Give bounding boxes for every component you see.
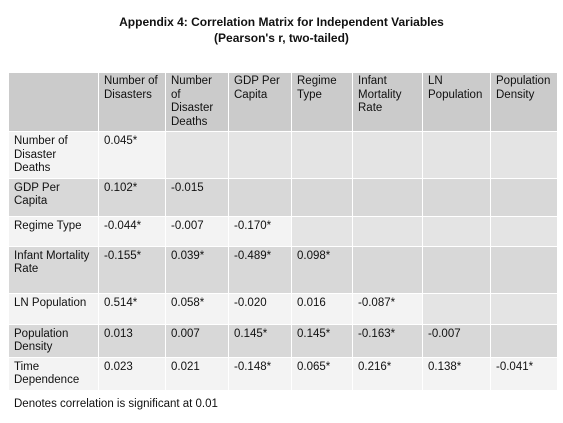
cell-value: -0.041* xyxy=(490,356,558,391)
empty-cell xyxy=(352,215,423,247)
cell-value: 0.216* xyxy=(352,356,423,391)
table-row: LN Population 0.514* 0.058* -0.020 0.016 -0.0… xyxy=(8,292,558,325)
empty-cell xyxy=(228,177,292,217)
cell-value: -0.015 xyxy=(165,177,229,217)
column-header: Regime Type xyxy=(291,72,353,132)
row-label: Infant Mortality Rate xyxy=(8,245,99,294)
cell-value: -0.155* xyxy=(98,245,166,294)
table-row: Infant Mortality Rate -0.155* 0.039* -0.489… xyxy=(8,245,558,294)
empty-cell xyxy=(422,292,491,325)
cell-value: 0.065* xyxy=(291,356,353,391)
header-row: Number of Disasters Number of Disaster De… xyxy=(8,72,558,132)
row-label: LN Population xyxy=(8,292,99,325)
cell-value: 0.138* xyxy=(422,356,491,391)
empty-cell xyxy=(490,245,558,294)
empty-cell xyxy=(228,131,292,179)
footnote: Denotes correlation is significant at 0.… xyxy=(14,398,218,410)
cell-value: 0.021 xyxy=(165,356,229,391)
cell-value: 0.058* xyxy=(165,292,229,325)
cell-value: 0.007 xyxy=(165,323,229,358)
cell-value: 0.013 xyxy=(98,323,166,358)
empty-cell xyxy=(291,215,353,247)
title: Appendix 4: Correlation Matrix for Indep… xyxy=(119,15,444,29)
empty-cell xyxy=(352,131,423,179)
cell-value: 0.098* xyxy=(291,245,353,294)
cell-value: -0.170* xyxy=(228,215,292,247)
column-header: Infant Mortality Rate xyxy=(352,72,423,132)
column-header: GDP Per Capita xyxy=(228,72,292,132)
cell-value: -0.007 xyxy=(422,323,491,358)
row-label: Time Dependence xyxy=(8,356,99,391)
cell-value: 0.514* xyxy=(98,292,166,325)
table-row: Number of Disaster Deaths 0.045* xyxy=(8,131,558,179)
correlation-table: Number of Disasters Number of Disaster De… xyxy=(8,72,558,391)
cell-value: 0.045* xyxy=(98,131,166,179)
empty-cell xyxy=(422,215,491,247)
table-row: Time Dependence 0.023 0.021 -0.148* 0.065* 0.… xyxy=(8,356,558,391)
cell-value: -0.148* xyxy=(228,356,292,391)
empty-cell xyxy=(422,245,491,294)
table-row: Regime Type -0.044* -0.007 -0.170* xyxy=(8,215,558,247)
empty-cell xyxy=(291,131,353,179)
empty-cell xyxy=(165,131,229,179)
cell-value: -0.007 xyxy=(165,215,229,247)
cell-value: 0.102* xyxy=(98,177,166,217)
cell-value: 0.016 xyxy=(291,292,353,325)
empty-cell xyxy=(291,177,353,217)
column-header: Population Density xyxy=(490,72,558,132)
cell-value: 0.145* xyxy=(291,323,353,358)
cell-value: -0.087* xyxy=(352,292,423,325)
corner-cell xyxy=(8,72,99,132)
cell-value: -0.489* xyxy=(228,245,292,294)
empty-cell xyxy=(422,131,491,179)
row-label: GDP Per Capita xyxy=(8,177,99,217)
cell-value: -0.020 xyxy=(228,292,292,325)
column-header: LN Population xyxy=(422,72,491,132)
table-body: Number of Disaster Deaths 0.045* GDP Per C… xyxy=(8,131,558,391)
cell-value: -0.163* xyxy=(352,323,423,358)
row-label: Number of Disaster Deaths xyxy=(8,131,99,179)
column-header: Number of Disaster Deaths xyxy=(165,72,229,132)
empty-cell xyxy=(490,323,558,358)
cell-value: 0.145* xyxy=(228,323,292,358)
cell-value: 0.023 xyxy=(98,356,166,391)
column-header: Number of Disasters xyxy=(98,72,166,132)
empty-cell xyxy=(490,177,558,217)
cell-value: -0.044* xyxy=(98,215,166,247)
table-row: Population Density 0.013 0.007 0.145* 0.145*… xyxy=(8,323,558,358)
cell-value: 0.039* xyxy=(165,245,229,294)
row-label: Regime Type xyxy=(8,215,99,247)
empty-cell xyxy=(352,177,423,217)
empty-cell xyxy=(490,215,558,247)
title-block: Appendix 4: Correlation Matrix for Indep… xyxy=(0,14,563,46)
row-label: Population Density xyxy=(8,323,99,358)
subtitle: (Pearson's r, two-tailed) xyxy=(214,31,349,45)
empty-cell xyxy=(422,177,491,217)
table-row: GDP Per Capita 0.102* -0.015 xyxy=(8,177,558,217)
empty-cell xyxy=(490,131,558,179)
empty-cell xyxy=(490,292,558,325)
empty-cell xyxy=(352,245,423,294)
